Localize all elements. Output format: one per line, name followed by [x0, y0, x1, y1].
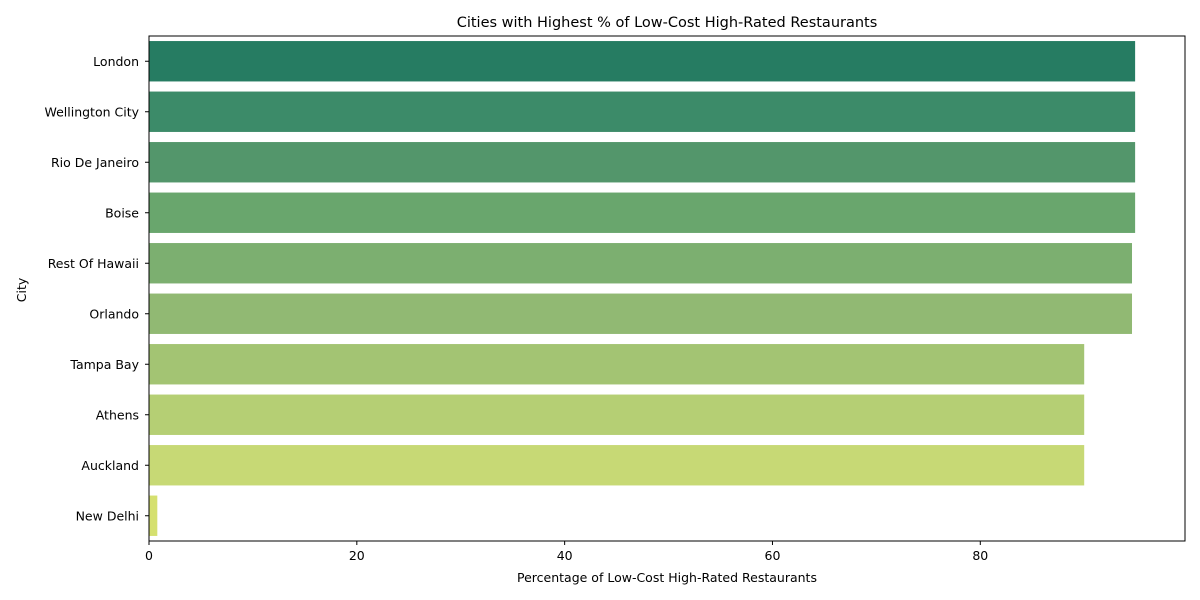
bar-athens [149, 394, 1085, 435]
x-axis-ticks: 0 20 40 60 80 [145, 541, 988, 563]
bar-rio-de-janeiro [149, 142, 1136, 183]
bar-new-delhi [149, 495, 158, 536]
y-tick-label: Rest Of Hawaii [48, 256, 139, 271]
y-tick-label: Wellington City [44, 104, 139, 119]
y-tick-label: Athens [96, 407, 139, 422]
y-tick-label: Tampa Bay [69, 357, 139, 372]
bars-layer [149, 41, 1136, 536]
chart-title: Cities with Highest % of Low-Cost High-R… [457, 15, 878, 31]
x-tick-label: 20 [349, 548, 365, 563]
axes-frame [148, 35, 1186, 542]
x-tick-label: 0 [145, 548, 153, 563]
bar-auckland [149, 445, 1085, 486]
y-tick-label: Orlando [89, 306, 139, 321]
y-axis-label: City [14, 277, 29, 302]
x-tick-label: 40 [557, 548, 573, 563]
plot-area-border [148, 35, 1186, 542]
y-tick-label: New Delhi [76, 508, 139, 523]
bar-boise [149, 192, 1136, 233]
x-tick-label: 80 [972, 548, 988, 563]
bar-rest-of-hawaii [149, 243, 1133, 284]
bar-tampa-bay [149, 344, 1085, 385]
y-tick-label: London [93, 54, 139, 69]
y-tick-label: Rio De Janeiro [51, 155, 139, 170]
x-tick-label: 60 [765, 548, 781, 563]
bar-orlando [149, 293, 1133, 334]
bar-london [149, 41, 1136, 82]
y-tick-label: Boise [105, 205, 139, 220]
y-tick-label: Auckland [81, 458, 139, 473]
y-axis-ticks: London Wellington City Rio De Janeiro Boise… [44, 54, 149, 523]
bar-wellington-city [149, 91, 1136, 132]
x-axis-label: Percentage of Low-Cost High-Rated Restau… [517, 570, 817, 585]
